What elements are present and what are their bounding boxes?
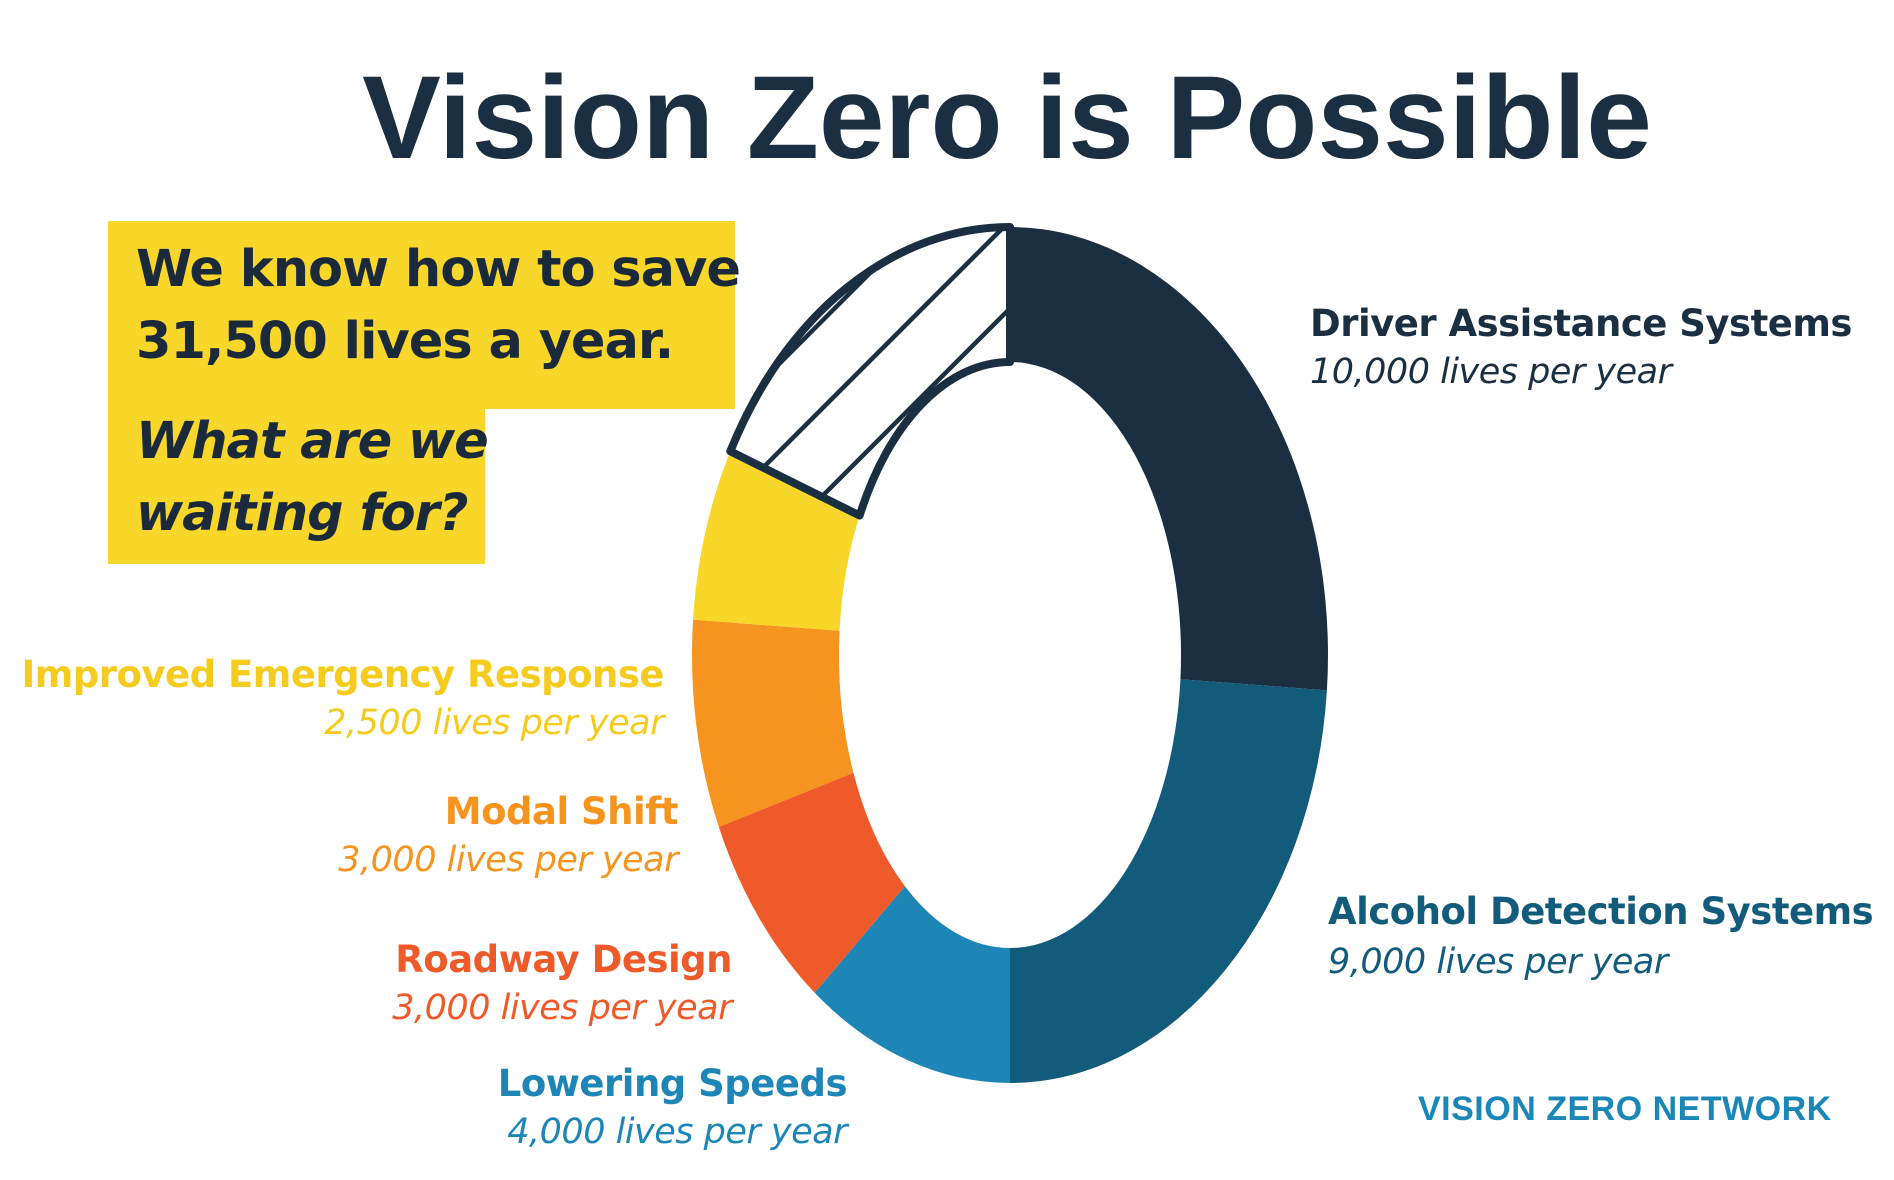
label-driver-assistance-value: 10,000 lives per year xyxy=(1310,352,1672,392)
label-modal-shift-name: Modal Shift xyxy=(444,790,679,833)
label-emergency-response-value: 2,500 lives per year xyxy=(324,703,664,743)
callout-question-1: What are we xyxy=(136,412,489,471)
label-alcohol-detection-name: Alcohol Detection Systems xyxy=(1328,890,1874,933)
label-emergency-response-name: Improved Emergency Response xyxy=(21,653,664,696)
slice-roadway-design xyxy=(718,772,905,993)
callout-line-1: We know how to save xyxy=(136,240,741,299)
callout-question-2: waiting for? xyxy=(136,484,468,543)
label-alcohol-detection-value: 9,000 lives per year xyxy=(1328,942,1668,982)
label-lowering-speeds-name: Lowering Speeds xyxy=(497,1062,848,1105)
slice-modal-shift xyxy=(691,619,854,827)
callout-line-2: 31,500 lives a year. xyxy=(136,312,674,371)
slice-remaining xyxy=(726,223,1014,520)
vision-zero-network-logo: VISION ZERO NETWORK xyxy=(1418,1090,1832,1128)
slice-driver-assistance-systems xyxy=(1010,227,1328,691)
label-modal-shift-value: 3,000 lives per year xyxy=(338,840,678,880)
slice-alcohol-detection-systems xyxy=(1010,679,1327,1083)
slice-lowering-speeds xyxy=(814,886,1010,1083)
label-roadway-design-value: 3,000 lives per year xyxy=(392,988,732,1028)
label-lowering-speeds-value: 4,000 lives per year xyxy=(507,1112,847,1152)
label-roadway-design-name: Roadway Design xyxy=(395,938,732,981)
callout-box xyxy=(108,221,735,409)
callout-box-question xyxy=(108,409,485,564)
label-driver-assistance-name: Driver Assistance Systems xyxy=(1310,302,1852,345)
chart-title: Vision Zero is Possible xyxy=(362,52,1652,184)
